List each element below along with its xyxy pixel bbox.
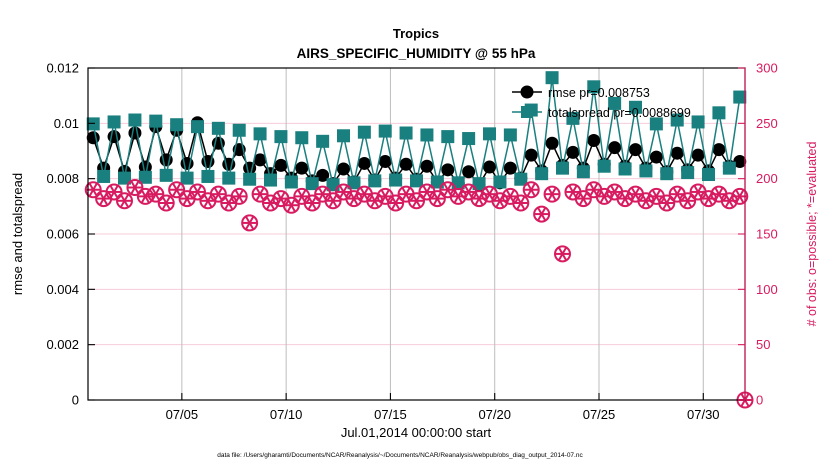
chart-subtitle: AIRS_SPECIFIC_HUMIDITY @ 55 hPa bbox=[297, 46, 536, 61]
legend-marker-rmse bbox=[520, 85, 534, 99]
bottom-axis-label: Jul.01,2014 00:00:00 start bbox=[341, 425, 492, 440]
chart-legend[interactable]: rmse pr=0.008753 totalspread pr=0.008869… bbox=[512, 85, 691, 121]
bottom-axis-ticks: 07/05 07/10 07/15 07/20 07/25 07/30 bbox=[166, 393, 720, 422]
bottom-tick-label: 07/10 bbox=[270, 407, 303, 422]
series-obs-evaluated bbox=[86, 180, 753, 407]
bottom-tick-label: 07/30 bbox=[687, 407, 720, 422]
right-tick-label: 200 bbox=[756, 171, 778, 186]
chart-title: Tropics bbox=[393, 26, 439, 41]
right-axis-ticks: 0 50 100 150 200 250 300 bbox=[738, 61, 778, 408]
right-tick-label: 300 bbox=[756, 61, 778, 76]
right-tick-label: 50 bbox=[756, 337, 770, 352]
right-tick-label: 0 bbox=[756, 393, 763, 408]
left-tick-label: 0.008 bbox=[46, 171, 79, 186]
left-tick-label: 0.01 bbox=[54, 116, 79, 131]
left-tick-label: 0.012 bbox=[46, 61, 79, 76]
left-tick-label: 0.002 bbox=[46, 337, 79, 352]
right-axis-label: # of obs: o=possible; *=evaluated bbox=[805, 142, 819, 327]
left-axis-ticks: 0 0.002 0.004 0.006 0.008 0.01 0.012 bbox=[46, 61, 95, 408]
plot-series-group bbox=[84, 71, 754, 409]
left-axis-label: rmse and totalspread bbox=[10, 173, 25, 295]
bottom-tick-label: 07/25 bbox=[583, 407, 616, 422]
legend-label-rmse: rmse pr=0.008753 bbox=[548, 86, 650, 100]
right-tick-label: 100 bbox=[756, 282, 778, 297]
bottom-tick-label: 07/05 bbox=[166, 407, 199, 422]
series-obs-possible bbox=[84, 179, 754, 409]
bottom-tick-label: 07/20 bbox=[478, 407, 511, 422]
left-tick-label: 0 bbox=[72, 393, 79, 408]
data-file-footer: data file: /Users/gharamti/Documents/NCA… bbox=[217, 452, 583, 459]
left-tick-label: 0.006 bbox=[46, 227, 79, 242]
left-tick-label: 0.004 bbox=[46, 282, 79, 297]
legend-label-totalspread: totalspread pr=0.0088699 bbox=[548, 106, 691, 120]
bottom-tick-label: 07/15 bbox=[374, 407, 407, 422]
legend-marker-totalspread bbox=[521, 106, 533, 118]
right-tick-label: 150 bbox=[756, 227, 778, 242]
right-tick-label: 250 bbox=[756, 116, 778, 131]
